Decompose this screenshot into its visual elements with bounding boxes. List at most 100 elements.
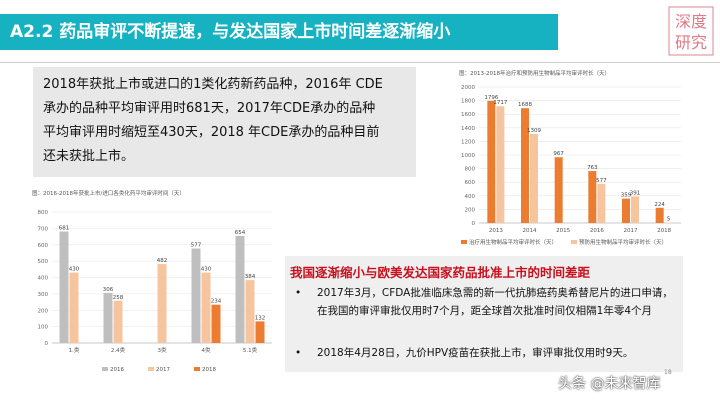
legend-swatch: [148, 367, 154, 371]
slide-header: A2.2 药品审评不断提速，与发达国家上市时间差逐渐缩小 深度 研究: [0, 0, 720, 62]
policy-item-text: 2018年4月28日，九价HPV疫苗在获批上市，审评审批仅用时9天。: [317, 347, 634, 359]
y-tick-label: 1400: [461, 126, 475, 132]
y-tick-label: 1600: [461, 112, 475, 118]
chart-title: 图：2013-2018年治疗和预防用生物制品平均审评时长（天）: [459, 69, 610, 77]
data-label: 234: [211, 299, 222, 305]
bar: [201, 272, 211, 343]
chemical-drug-review-time-chart: 图：2016-2018年获批上市/进口各类化药平均审评时间（天） 0 100 200 3…: [32, 189, 272, 373]
x-tick-label: 2013: [489, 228, 503, 234]
y-tick-label: 400: [38, 276, 49, 282]
policy-item-text: 2017年3月，CFDA批准临床急需的新一代抗肺癌药奥希替尼片的进口申请，在我国…: [317, 287, 673, 317]
bar: [655, 207, 664, 223]
intro-line: 2018年获批上市或进口的1类化药新药品种，2016年 CDE: [43, 77, 383, 92]
data-label: 1309: [527, 128, 541, 134]
y-tick-label: 0: [45, 341, 49, 347]
data-label: 1796: [484, 95, 498, 101]
data-label: 577: [596, 178, 607, 184]
bar: [191, 248, 201, 343]
x-tick-label: 2.4类: [111, 346, 126, 354]
legend-swatch: [194, 367, 200, 371]
x-tick-label: 2016: [590, 228, 604, 234]
page-number: 18: [664, 369, 672, 376]
policy-box: 我国逐渐缩小与欧美发达国家药品批准上市的时间差距 • 2017年3月，CFDA批…: [285, 256, 683, 372]
data-label: 306: [103, 287, 114, 293]
x-tick-label: 2018: [657, 228, 671, 234]
bar: [113, 300, 123, 343]
bar: [69, 272, 79, 343]
policy-title: 我国逐渐缩小与欧美发达国家药品批准上市的时间差距: [290, 265, 591, 280]
bar: [211, 304, 221, 343]
x-tick-label: 2014: [523, 228, 537, 234]
data-label: 258: [113, 295, 124, 301]
y-tick-label: 800: [465, 167, 476, 173]
y-tick-label: 800: [38, 210, 49, 216]
x-tick-label: 5.1类: [243, 346, 258, 354]
y-tick-label: 500: [38, 259, 49, 265]
legend-label: 2018: [202, 367, 216, 373]
bar: [487, 100, 496, 223]
y-tick-label: 1000: [461, 153, 475, 159]
chart-title: 图：2016-2018年获批上市/进口各类化药平均审评时间（天）: [32, 189, 185, 197]
data-label: 654: [235, 230, 246, 236]
y-tick-label: 200: [38, 308, 49, 314]
data-label: 430: [201, 267, 212, 273]
data-label: 577: [191, 243, 202, 249]
bar: [664, 222, 673, 224]
legend-swatch: [102, 367, 108, 371]
bar: [588, 171, 597, 223]
intro-line: 承办的品种平均审评用时681天，2017年CDE承办的品种: [43, 101, 376, 116]
y-tick-label: 600: [465, 180, 476, 186]
y-tick-label: 300: [38, 292, 49, 298]
data-label: 224: [654, 202, 665, 208]
watermark: 头条 @未来智库: [558, 376, 661, 392]
policy-item: • 2017年3月，CFDA批准临床急需的新一代抗肺癌药奥希替尼片的进口申请，在…: [295, 284, 680, 320]
y-tick-label: 400: [465, 194, 476, 200]
y-tick-label: 700: [38, 226, 49, 232]
data-label: 359: [621, 193, 632, 199]
bar: [622, 198, 630, 223]
y-tick-label: 2000: [461, 85, 475, 91]
bar: [597, 183, 606, 223]
bullet-icon: •: [295, 287, 302, 299]
x-tick-label: 3类: [158, 346, 167, 354]
legend-label: 2017: [156, 367, 170, 373]
bar: [496, 106, 505, 223]
svg-text:深度: 深度: [675, 12, 707, 31]
bullet-icon: •: [295, 347, 302, 359]
data-label: 1717: [493, 100, 507, 106]
data-label: 1688: [518, 102, 532, 108]
legend-label: 治疗用生物制品平均审评时长（天）: [469, 238, 557, 246]
x-tick-label: 2015: [556, 228, 570, 234]
data-label: 967: [553, 151, 564, 157]
bar: [235, 235, 245, 343]
intro-line: 还未获批上市。: [43, 149, 135, 164]
intro-text-box: 2018年获批上市或进口的1类化药新药品种，2016年 CDE 承办的品种平均审…: [33, 67, 416, 177]
x-tick-label: 2017: [624, 228, 638, 234]
data-label: 5: [667, 217, 671, 223]
y-tick-label: 100: [38, 325, 49, 331]
data-label: 430: [69, 267, 80, 273]
legend-swatch: [461, 240, 467, 244]
policy-item: • 2018年4月28日，九价HPV疫苗在获批上市，审评审批仅用时9天。: [295, 344, 680, 362]
data-label: 132: [255, 315, 266, 321]
bar: [255, 321, 265, 343]
bar: [59, 231, 69, 343]
bar: [157, 264, 167, 343]
bar: [554, 157, 563, 223]
intro-line: 平均审评用时缩短至430天，2018 年CDE承办的品种目前: [43, 125, 380, 140]
x-tick-label: 4类: [202, 346, 211, 354]
y-tick-label: 0: [472, 221, 476, 227]
biologics-review-time-chart: 图：2013-2018年治疗和预防用生物制品平均审评时长（天） 0 200 400 60…: [459, 69, 681, 246]
bar: [530, 133, 538, 223]
data-label: 384: [245, 274, 256, 280]
bar: [245, 280, 255, 343]
legend-label: 预防用生物制品平均审评时长（天）: [579, 238, 667, 246]
legend-label: 2016: [110, 367, 124, 373]
data-label: 391: [630, 190, 641, 196]
bar: [631, 196, 639, 223]
title-bar: A2.2 药品审评不断提速，与发达国家上市时间差逐渐缩小: [0, 14, 558, 50]
data-label: 681: [59, 225, 70, 231]
data-label: 482: [157, 258, 168, 264]
legend-swatch: [571, 240, 577, 244]
y-tick-label: 200: [465, 207, 476, 213]
